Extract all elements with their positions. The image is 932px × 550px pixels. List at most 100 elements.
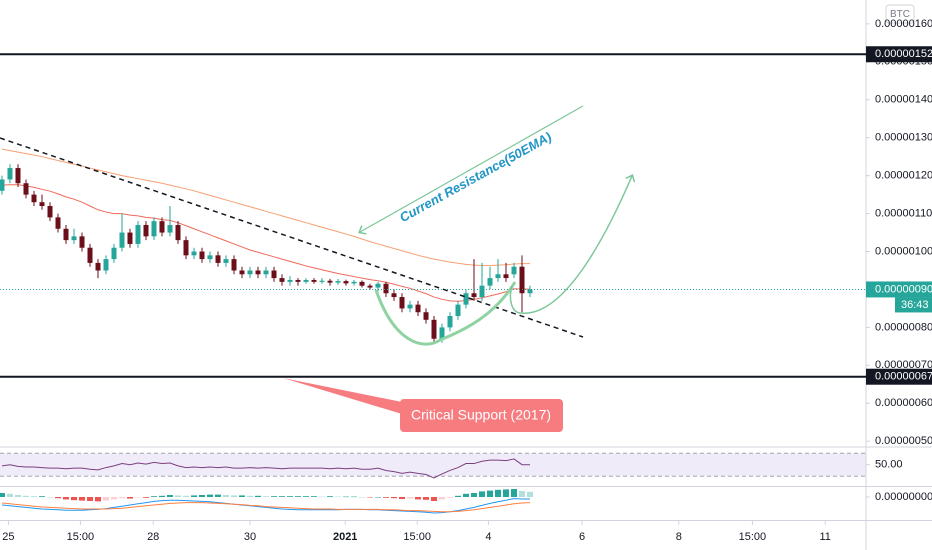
unit-box (885, 4, 915, 24)
countdown-box (895, 297, 932, 313)
level-label: 0.00000152 (875, 48, 932, 60)
macd-histogram-bar (111, 497, 117, 500)
macd-histogram-bar (239, 495, 245, 497)
candle-body (119, 232, 125, 248)
x-tick-label: 15:00 (403, 531, 431, 543)
macd-histogram-bar (39, 496, 45, 497)
macd-histogram-bar (135, 497, 141, 498)
macd-line (1, 498, 530, 514)
candle-body (63, 228, 69, 241)
candle-body (463, 293, 469, 305)
macd-histogram-bar (127, 497, 133, 499)
macd-histogram-bar (391, 497, 397, 499)
macd-histogram-bar (0, 493, 5, 497)
macd-histogram-bar (527, 491, 533, 497)
candle-body (327, 280, 333, 283)
candle-body (383, 283, 389, 294)
rsi-band-fill (0, 453, 866, 477)
candle-body (343, 281, 349, 284)
candle-body (127, 232, 133, 244)
macd-histogram-bar (175, 495, 181, 497)
macd-histogram-bar (247, 495, 253, 497)
y-tick-label: 0.00000080 (875, 321, 932, 333)
x-tick-label: 15:00 (739, 531, 767, 543)
candle-body (223, 259, 229, 263)
x-tick-label: 28 (147, 531, 159, 543)
macd-content (0, 489, 533, 514)
rsi-pane (0, 452, 866, 479)
candle-body (279, 278, 285, 282)
macd-histogram-bar (415, 497, 421, 500)
cup-curve (374, 281, 517, 346)
macd-histogram-bar (15, 495, 21, 497)
candle-body (367, 285, 373, 288)
candle-body (0, 179, 5, 191)
macd-histogram-bar (23, 495, 29, 497)
signal-line (1, 502, 531, 513)
candle-body (79, 236, 85, 248)
last-price-box (866, 281, 932, 298)
macd-histogram-bar (471, 493, 477, 497)
candle-body (311, 279, 317, 282)
support-pointer (283, 378, 402, 414)
candle-body (199, 251, 205, 260)
macd-histogram-bar (191, 495, 197, 497)
macd-histogram-bar (255, 495, 261, 497)
y-tick-label: 0.00000050 (875, 435, 932, 447)
candle-body (439, 327, 445, 339)
macd-histogram-bar (183, 495, 189, 497)
macd-histogram-bar (431, 497, 437, 501)
candle-body (407, 304, 413, 309)
macd-histogram-bar (103, 497, 109, 501)
candle-body (135, 224, 141, 244)
macd-histogram-bar (343, 496, 349, 498)
macd-histogram-bar (207, 494, 213, 497)
candle-body (391, 293, 397, 298)
candle-body (231, 259, 237, 271)
resistance-arrow (360, 105, 584, 232)
projection-arrow (509, 176, 632, 314)
trend-line (0, 137, 584, 338)
macd-histogram-bar (199, 495, 205, 497)
level-box (866, 368, 932, 385)
candle-body (239, 270, 245, 275)
candle-body (527, 289, 533, 294)
candle-body (447, 316, 453, 328)
candle-body (39, 202, 45, 206)
macd-histogram-bar (311, 496, 317, 497)
y-tick-label: 0.00000160 (875, 18, 932, 30)
last-price-label: 0.00000090 (875, 283, 932, 295)
macd-histogram-bar (319, 496, 325, 498)
macd-histogram-bar (79, 497, 85, 501)
macd-histogram-bar (71, 497, 77, 501)
candle-body (7, 168, 13, 180)
macd-histogram-bar (439, 497, 445, 500)
rsi-tick-label: 50.00 (875, 459, 903, 471)
candle-body (479, 285, 485, 298)
y-tick-label: 0.00000060 (875, 397, 932, 409)
moving-average (1, 148, 530, 267)
macd-histogram-bar (279, 496, 285, 497)
candle-body (319, 280, 325, 282)
macd-histogram-bar (223, 495, 229, 497)
candle-body (47, 205, 53, 218)
macd-pane (0, 489, 533, 514)
x-tick-label: 15:00 (67, 531, 95, 543)
candle-body (295, 279, 301, 282)
macd-histogram-bar (327, 496, 333, 497)
x-tick-label: 2021 (333, 531, 357, 543)
macd-histogram-bar (359, 497, 365, 498)
macd-histogram-bar (263, 496, 269, 497)
macd-histogram-bar (95, 497, 101, 502)
macd-histogram-bar (383, 497, 389, 498)
candle-body (303, 279, 309, 282)
support-text: Critical Support (2017) (411, 407, 551, 423)
candle-body (167, 224, 173, 233)
x-tick-label: 8 (676, 531, 682, 543)
macd-histogram-bar (495, 489, 501, 497)
macd-histogram-bar (487, 490, 493, 497)
candle-body (375, 283, 381, 288)
candle-body (23, 183, 29, 195)
x-tick-label: 6 (579, 531, 585, 543)
